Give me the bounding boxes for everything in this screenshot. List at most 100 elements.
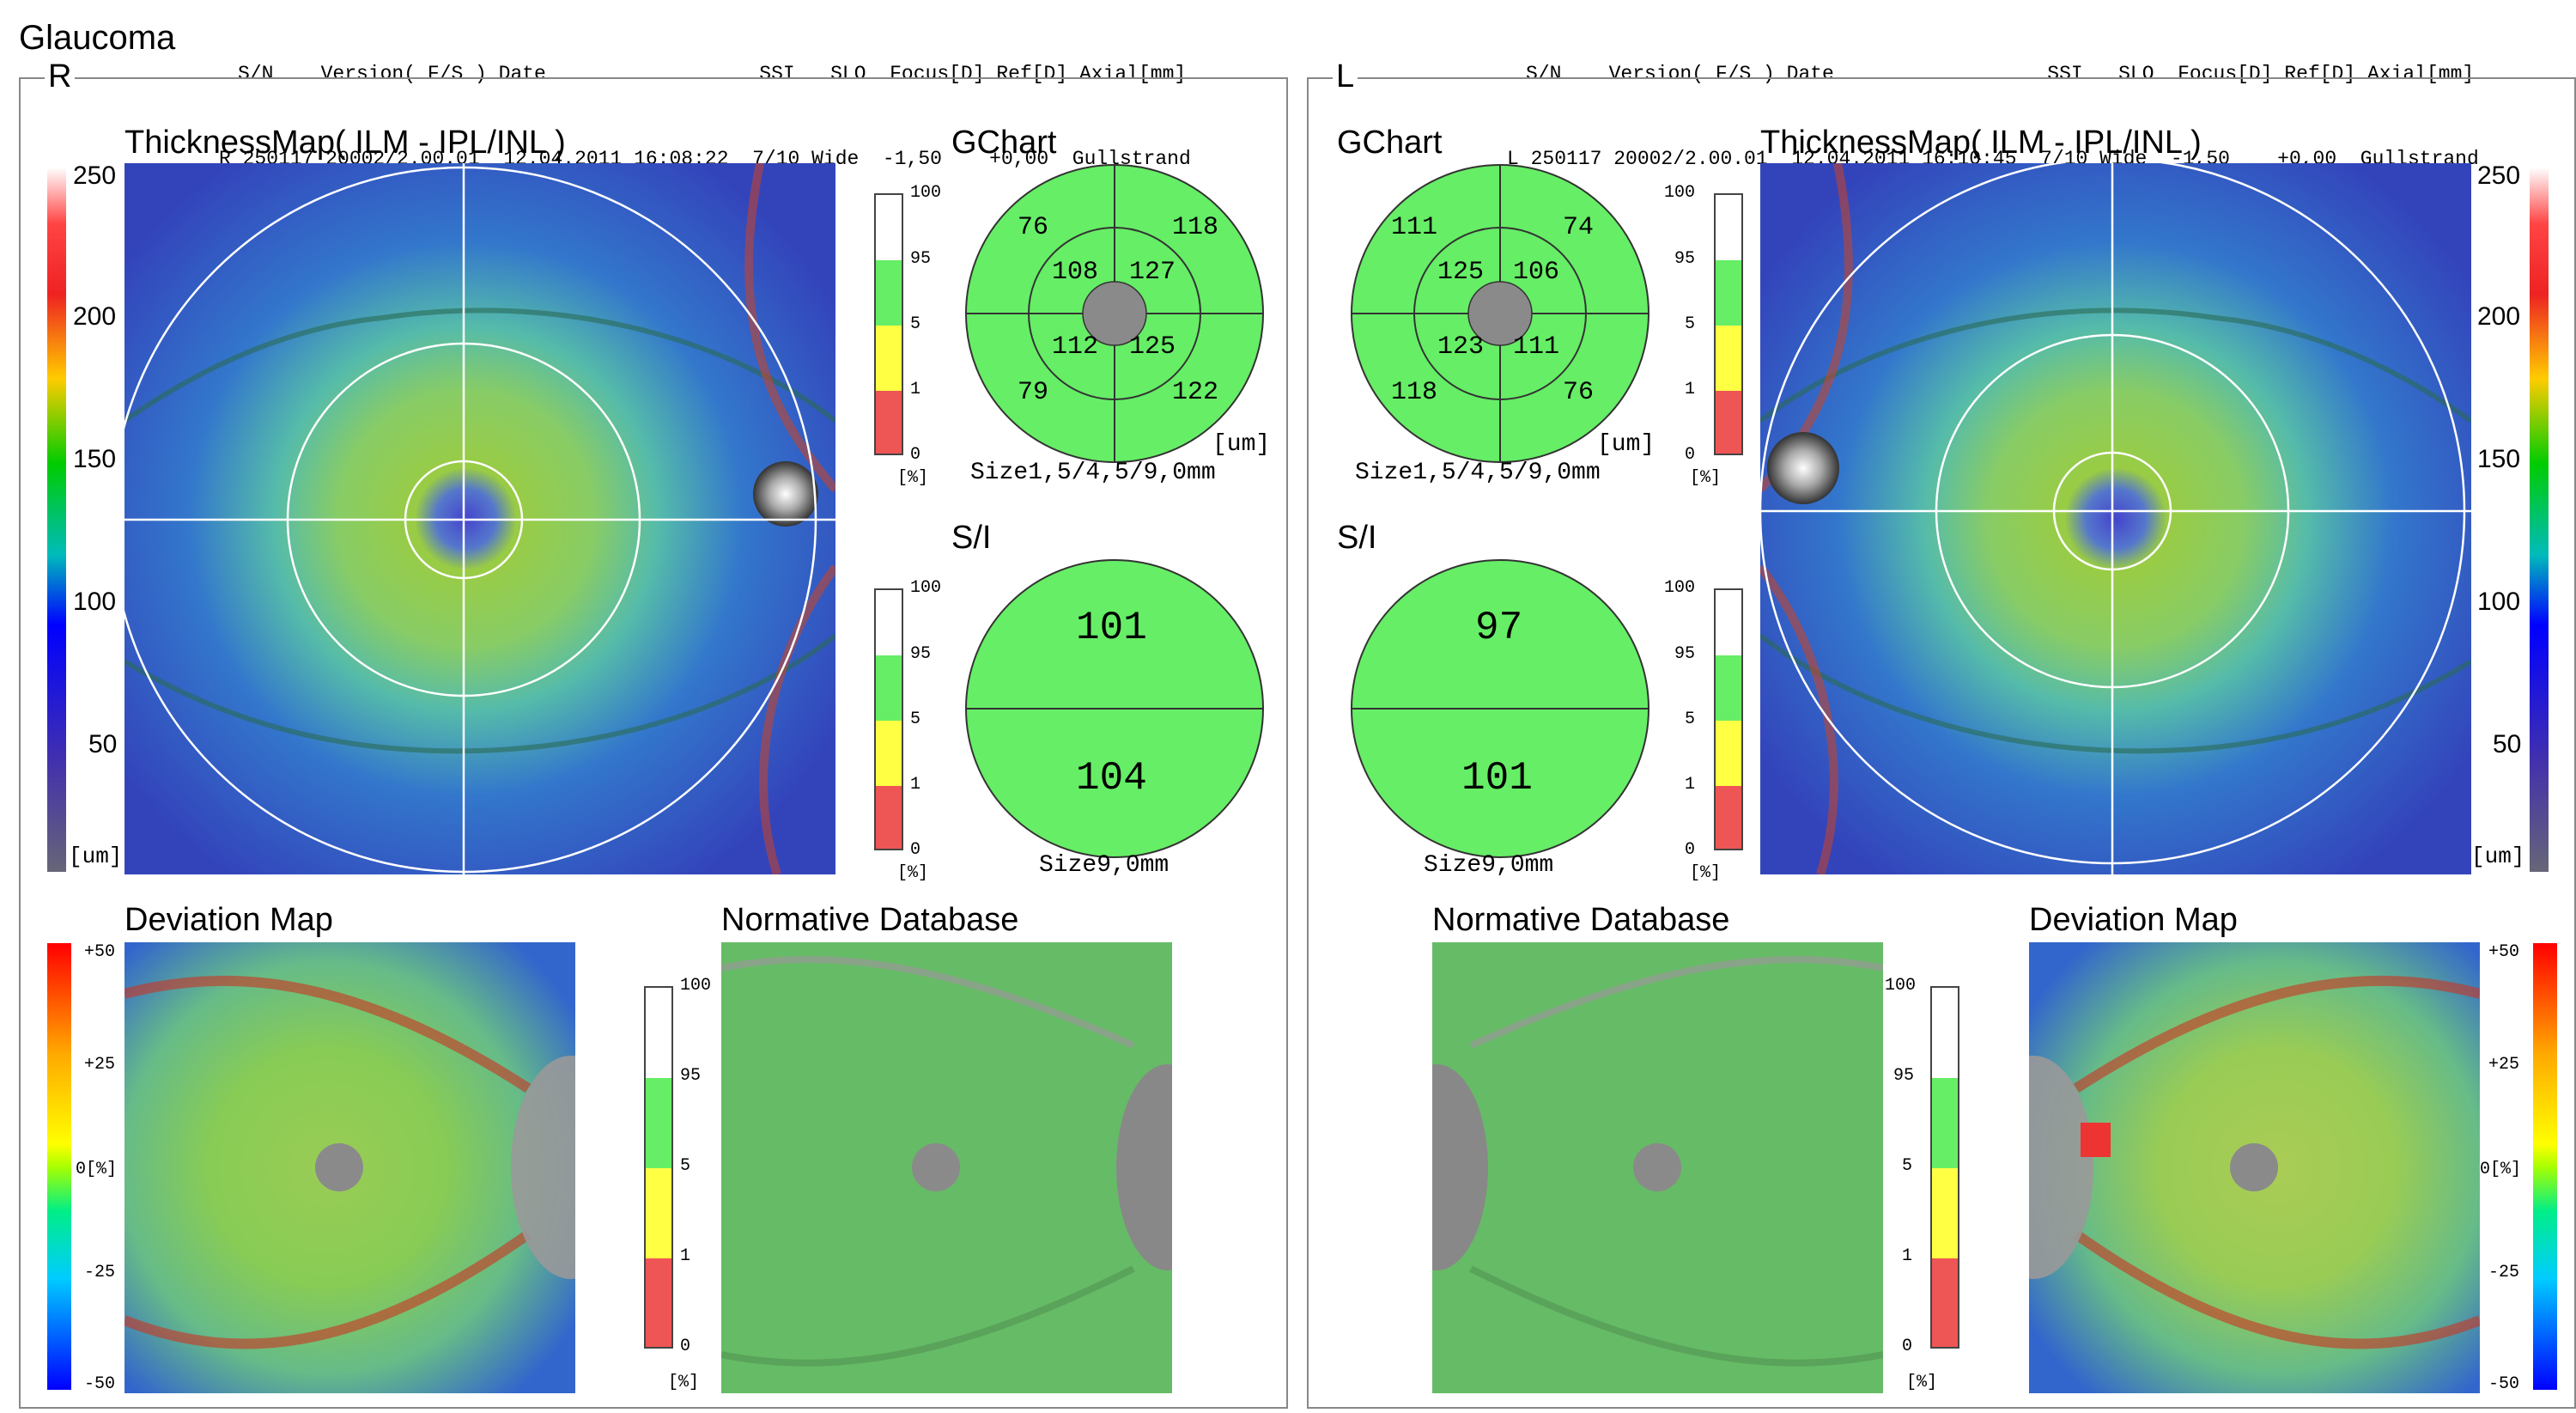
percent-tick: 100 xyxy=(1664,183,1696,203)
percent-unit: [%] xyxy=(668,1373,700,1392)
gchart[interactable] xyxy=(964,163,1265,464)
percent-tick: 95 xyxy=(910,249,932,269)
right-eye-label: R xyxy=(45,58,76,95)
thickness-map[interactable] xyxy=(125,163,835,874)
thickness-tick: 250 xyxy=(2477,161,2521,190)
thickness-tick: 50 xyxy=(2493,730,2522,758)
deviation-colorbar xyxy=(47,943,71,1390)
percent-tick: 1 xyxy=(1902,1246,1913,1266)
deviation-map-title: Deviation Map xyxy=(2029,902,2238,938)
right-eye-header: S/N Version( F/S ) Date SSI SLO Focus[D]… xyxy=(219,3,1191,202)
percent-tick: 100 xyxy=(910,183,942,203)
si-chart[interactable] xyxy=(1350,558,1650,859)
gchart-sector: 111 xyxy=(1513,332,1560,362)
thickness-colorbar xyxy=(47,167,66,872)
deviation-tick: -50 xyxy=(84,1374,116,1394)
gchart[interactable] xyxy=(1350,163,1650,464)
percent-colorbar xyxy=(874,588,903,850)
optic-disc xyxy=(1767,432,1839,504)
thickness-map-title: ThicknessMap( ILM - IPL/INL ) xyxy=(125,125,566,161)
gchart-sector: 76 xyxy=(1563,378,1595,407)
thickness-tick: 200 xyxy=(2477,302,2521,331)
percent-unit: [%] xyxy=(897,468,929,488)
percent-tick: 95 xyxy=(910,644,932,664)
thickness-map-title: ThicknessMap( ILM - IPL/INL ) xyxy=(1760,125,2202,161)
thickness-colorbar xyxy=(2530,167,2549,872)
percent-tick: 5 xyxy=(1685,710,1696,729)
report-title: Glaucoma xyxy=(19,19,176,57)
gchart-sector: 108 xyxy=(1052,258,1099,287)
gchart-sector: 111 xyxy=(1391,213,1438,242)
gchart-sector: 122 xyxy=(1172,378,1219,407)
deviation-tick: -50 xyxy=(2488,1374,2520,1394)
percent-tick: 1 xyxy=(1685,380,1696,399)
gchart-sector: 125 xyxy=(1437,258,1485,287)
si-size: Size9,0mm xyxy=(1424,852,1554,879)
percent-tick: 5 xyxy=(910,314,921,334)
percent-tick: 5 xyxy=(680,1156,691,1176)
gchart-sector: 112 xyxy=(1052,332,1099,362)
si-inferior-value: 101 xyxy=(1461,756,1533,801)
left-header-labels: S/N Version( F/S ) Date SSI SLO Focus[D]… xyxy=(1526,63,2475,85)
percent-tick: 100 xyxy=(1664,578,1696,598)
percent-tick: 0 xyxy=(910,445,921,465)
deviation-map[interactable] xyxy=(125,942,575,1393)
si-superior-value: 101 xyxy=(1076,606,1147,650)
deviation-tick: -25 xyxy=(2488,1263,2520,1282)
left-eye-label: L xyxy=(1333,58,1358,95)
percent-tick: 95 xyxy=(1674,249,1696,269)
gchart-sector: 76 xyxy=(1018,213,1049,242)
thickness-tick: 150 xyxy=(2477,445,2521,473)
percent-colorbar xyxy=(1714,193,1743,455)
deviation-tick: -25 xyxy=(84,1263,116,1282)
percent-colorbar xyxy=(644,986,673,1349)
percent-tick: 1 xyxy=(910,380,921,399)
gchart-sector: 125 xyxy=(1129,332,1176,362)
deviation-tick: +25 xyxy=(2488,1055,2520,1075)
gchart-sector: 118 xyxy=(1172,213,1219,242)
percent-tick: 100 xyxy=(680,976,712,996)
deviation-tick: 0[%] xyxy=(2480,1160,2522,1179)
percent-tick: 0 xyxy=(680,1337,691,1356)
percent-tick: 0 xyxy=(1902,1337,1913,1356)
normative-db-title: Normative Database xyxy=(721,902,1019,938)
percent-tick: 5 xyxy=(1685,314,1696,334)
gchart-unit: [um] xyxy=(1212,431,1271,458)
deviation-map[interactable] xyxy=(2029,942,2480,1393)
percent-unit: [%] xyxy=(1690,468,1722,488)
deviation-colorbar xyxy=(2533,943,2557,1390)
gchart-sector: 106 xyxy=(1513,258,1560,287)
si-superior-value: 97 xyxy=(1475,606,1523,650)
percent-tick: 0 xyxy=(1685,445,1696,465)
percent-tick: 100 xyxy=(910,578,942,598)
percent-tick: 100 xyxy=(1885,976,1917,996)
right-eye-panel xyxy=(19,77,1288,1409)
gchart-title: GChart xyxy=(1337,125,1443,161)
gchart-sector: 74 xyxy=(1563,213,1595,242)
percent-colorbar xyxy=(1930,986,1959,1349)
deviation-tick: 0[%] xyxy=(76,1160,118,1179)
percent-colorbar xyxy=(874,193,903,455)
percent-tick: 5 xyxy=(910,710,921,729)
thickness-map[interactable] xyxy=(1760,163,2471,874)
si-chart[interactable] xyxy=(964,558,1265,859)
percent-tick: 1 xyxy=(1685,775,1696,795)
thickness-unit: [um] xyxy=(69,844,123,869)
left-eye-panel xyxy=(1307,77,2576,1409)
gchart-size: Size1,5/4,5/9,0mm xyxy=(1355,460,1601,486)
deviation-tick: +50 xyxy=(84,942,116,962)
normative-db-map[interactable] xyxy=(1432,942,1883,1393)
percent-tick: 1 xyxy=(910,775,921,795)
percent-unit: [%] xyxy=(1690,863,1722,883)
thickness-tick: 250 xyxy=(73,161,117,190)
normative-db-map[interactable] xyxy=(721,942,1172,1393)
gchart-size: Size1,5/4,5/9,0mm xyxy=(970,460,1216,486)
gchart-sector: 79 xyxy=(1018,378,1049,407)
deviation-tick: +50 xyxy=(2488,942,2520,962)
si-size: Size9,0mm xyxy=(1039,852,1170,879)
gchart-unit: [um] xyxy=(1597,431,1656,458)
deviation-map-title: Deviation Map xyxy=(125,902,333,938)
si-title: S/I xyxy=(1337,520,1377,556)
thickness-tick: 150 xyxy=(73,445,117,473)
percent-tick: 1 xyxy=(680,1246,691,1266)
